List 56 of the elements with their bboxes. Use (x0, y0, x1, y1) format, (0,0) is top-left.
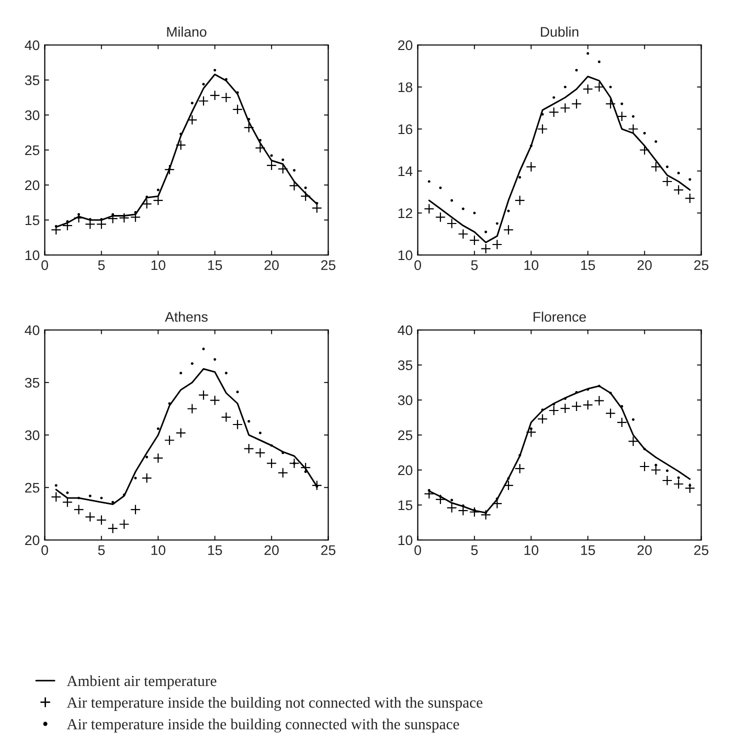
y-tick-label: 14 (398, 166, 412, 176)
chart-title: Milano (167, 26, 206, 37)
x-tick-label: 15 (208, 545, 222, 556)
y-tick-label: 20 (25, 535, 40, 546)
x-tick-label: 20 (638, 260, 652, 270)
chart-title: Florence (534, 312, 586, 322)
x-tick-label: 25 (694, 260, 708, 270)
legend-label: Air temperature inside the building not connected with the sunspace (66, 696, 482, 711)
x-tick-label: 0 (41, 545, 48, 556)
y-tick-label: 10 (398, 250, 412, 260)
x-tick-label: 0 (41, 260, 48, 270)
y-tick-label: 16 (398, 124, 412, 134)
x-tick-label: 5 (98, 545, 105, 556)
y-tick-label: 30 (24, 430, 40, 440)
y-tick-label: 35 (24, 75, 40, 86)
y-tick-label: 10 (26, 250, 40, 260)
x-tick-label: 5 (471, 545, 478, 556)
y-tick-label: 40 (24, 40, 40, 50)
x-tick-label: 20 (638, 545, 652, 556)
y-tick-label: 15 (398, 500, 412, 510)
x-tick-label: 0 (414, 545, 422, 556)
x-tick-label: 15 (208, 260, 222, 270)
x-tick-label: 5 (471, 260, 478, 270)
x-tick-label: 5 (98, 260, 105, 270)
x-tick-label: 10 (524, 260, 538, 270)
y-tick-label: 10 (398, 535, 412, 546)
y-tick-label: 25 (25, 482, 40, 493)
x-tick-label: 10 (151, 545, 166, 556)
y-tick-label: 30 (24, 110, 40, 120)
legend-label: Ambient air temperature (66, 675, 216, 690)
x-tick-label: 10 (524, 545, 538, 556)
y-tick-label: 18 (398, 82, 412, 92)
y-tick-label: 35 (398, 360, 412, 370)
y-tick-label: 25 (398, 430, 412, 440)
y-tick-label: 40 (24, 325, 40, 336)
x-tick-label: 25 (694, 545, 708, 556)
x-tick-label: 20 (264, 545, 279, 556)
x-tick-label: 10 (151, 260, 166, 270)
y-tick-label: 20 (398, 40, 412, 50)
x-tick-label: 15 (581, 545, 595, 556)
x-tick-label: 0 (414, 260, 422, 270)
x-tick-label: 20 (264, 260, 279, 270)
y-tick-label: 35 (24, 378, 40, 388)
y-tick-label: 25 (25, 145, 40, 156)
y-tick-label: 15 (26, 215, 40, 226)
y-tick-label: 12 (398, 208, 412, 218)
x-tick-label: 25 (321, 260, 336, 270)
legend-label: Air temperature inside the building connected with the sunspace (66, 718, 460, 732)
y-tick-label: 30 (398, 395, 412, 406)
y-tick-label: 40 (398, 325, 412, 336)
y-tick-label: 20 (398, 465, 412, 476)
y-tick-label: 20 (25, 180, 40, 190)
x-tick-label: 25 (321, 545, 336, 556)
chart-title: Dublin (540, 26, 578, 37)
chart-title: Athens (164, 312, 208, 322)
x-tick-label: 15 (581, 260, 595, 270)
